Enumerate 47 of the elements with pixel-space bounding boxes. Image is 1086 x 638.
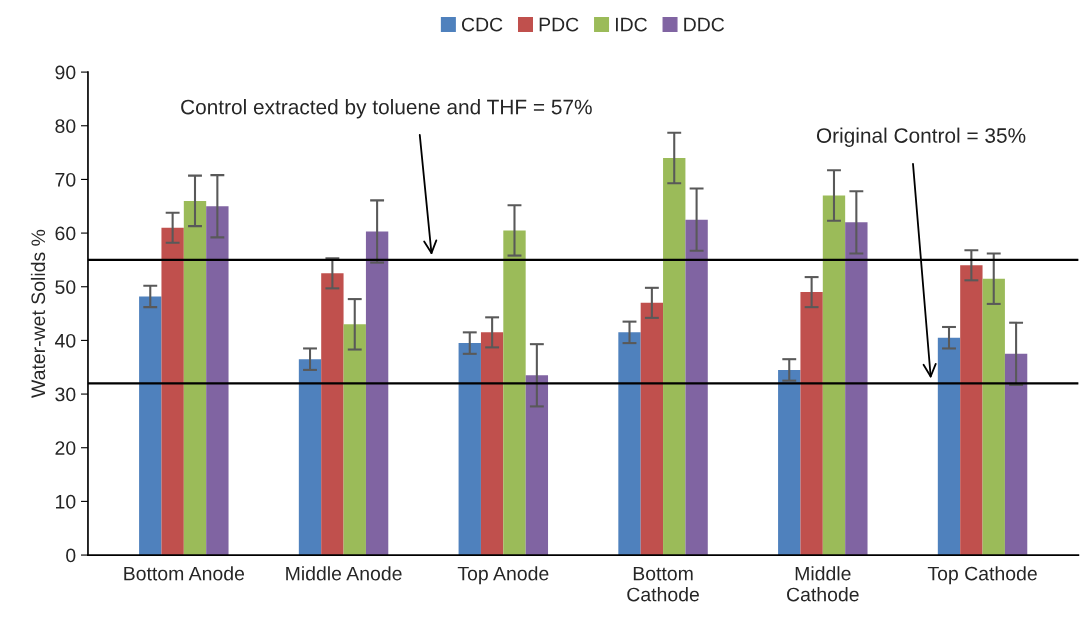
bar	[161, 227, 184, 556]
annotation: Control extracted by toluene and THF = 57%	[181, 99, 592, 119]
bar	[800, 292, 823, 556]
legend-label: DDC	[684, 17, 725, 32]
bar	[982, 278, 1005, 556]
bar	[343, 324, 366, 556]
legend-label: PDC	[539, 17, 579, 32]
annotation: Original Control = 35%	[816, 127, 1026, 147]
bar	[822, 195, 846, 556]
x-tick-label: Bottom Anode	[124, 566, 245, 581]
bar	[640, 302, 664, 556]
x-tick-label: Top Anode	[457, 566, 549, 585]
bar	[458, 343, 481, 556]
y-tick-label: 80	[55, 119, 76, 133]
y-tick-label: 90	[55, 65, 76, 80]
y-tick-label: 40	[54, 333, 76, 348]
x-tick-label: Top Cathode	[927, 566, 1037, 585]
bar	[663, 157, 686, 556]
x-tick-label: Middle Anode	[286, 566, 402, 581]
y-tick-label: 10	[56, 494, 76, 509]
bar	[503, 230, 526, 556]
bar	[960, 265, 983, 556]
bar	[480, 332, 504, 556]
y-tick-label: 50	[55, 280, 76, 294]
bar	[845, 222, 868, 556]
bar	[321, 273, 344, 556]
y-tick-label: 20	[55, 441, 76, 455]
y-tick-label: 60	[55, 226, 76, 241]
legend-label: CDC	[461, 17, 503, 32]
bar	[298, 359, 322, 556]
bar	[778, 369, 801, 556]
bar	[685, 219, 708, 556]
x-tick-label: Bottom Cathode	[627, 566, 699, 602]
bar	[206, 206, 229, 556]
y-tick-label: 30	[55, 387, 76, 402]
y-tick-label: 0	[66, 548, 76, 563]
bar	[139, 296, 162, 556]
bar	[937, 337, 961, 556]
bar	[365, 231, 389, 556]
y-axis-title: Water-wet Solids %	[30, 229, 46, 398]
y-tick-label: 70	[55, 172, 76, 187]
bar	[183, 200, 207, 556]
x-tick-label: Middle Cathode	[787, 566, 859, 602]
legend-label: IDC	[615, 17, 647, 32]
bar	[525, 375, 549, 556]
bar	[1004, 353, 1028, 556]
bar	[618, 332, 641, 556]
